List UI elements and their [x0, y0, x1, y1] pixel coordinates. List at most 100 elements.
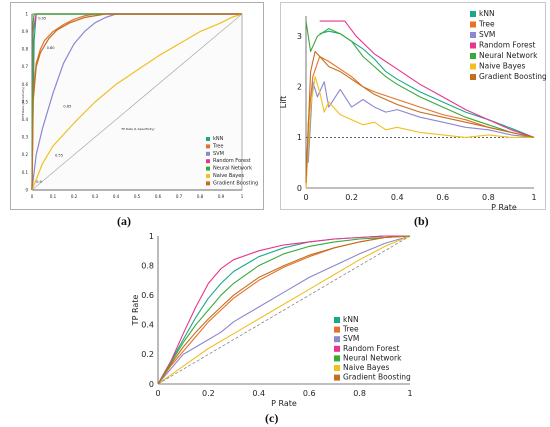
- annotation-label: 0.80: [47, 46, 56, 50]
- x-tick-label: 1: [407, 389, 412, 398]
- legend-label: Naive Bayes: [479, 62, 526, 71]
- x-tick-label: 0.6: [436, 193, 449, 202]
- x-tick-label: 0: [31, 194, 34, 199]
- legend-label: Random Forest: [213, 158, 251, 164]
- x-tick-label: 0.6: [303, 389, 316, 398]
- y-tick-label: 0.5: [22, 99, 29, 104]
- y-tick-label: 0.2: [22, 152, 29, 157]
- x-tick-label: 0.6: [155, 194, 162, 199]
- legend-label: kNN: [479, 9, 495, 18]
- legend-swatch-gradient-boosting: [206, 181, 210, 186]
- series-line-random-forest: [319, 20, 535, 138]
- x-tick-label: 0.4: [252, 389, 265, 398]
- panel-border: [280, 2, 546, 210]
- series-line-gradient-boosting: [157, 235, 411, 385]
- series-line-svm: [157, 235, 411, 385]
- x-tick-label: 1: [241, 194, 244, 199]
- diagonal-line: [157, 235, 411, 385]
- legend-swatch-svm: [470, 32, 476, 38]
- y-tick-label: 0.1: [22, 170, 29, 175]
- legend-label: kNN: [213, 136, 224, 142]
- series-line-tree: [305, 55, 535, 189]
- legend-swatch-neural-network: [470, 53, 476, 59]
- y-tick-label: 0.4: [22, 117, 29, 122]
- legend-label: Neural Network: [213, 166, 252, 172]
- series-line-naive-bayes: [157, 235, 411, 385]
- series-line-neural-network: [157, 235, 411, 385]
- legend-label: SVM: [213, 151, 224, 157]
- legend-swatch-random-forest: [334, 345, 340, 352]
- legend-label: Naive Bayes: [213, 173, 244, 179]
- legend-label: kNN: [343, 315, 359, 324]
- legend-swatch-naive-bayes: [206, 174, 210, 178]
- x-tick-label: 0.2: [71, 194, 78, 199]
- legend-swatch-random-forest: [206, 159, 210, 164]
- y-tick-label: 0: [149, 380, 154, 389]
- x-tick-label: 0.9: [218, 194, 225, 199]
- y-tick-label: 0.7: [22, 64, 29, 69]
- legend-swatch-random-forest: [470, 42, 476, 49]
- legend-swatch-neural-network: [334, 355, 340, 362]
- annotation-label: 0.65: [63, 104, 71, 108]
- y-tick-label: 1: [149, 232, 154, 241]
- y-tick-label: 2: [297, 83, 302, 92]
- y-tick-label: 0: [25, 187, 28, 192]
- legend-swatch-gradient-boosting: [334, 374, 340, 381]
- legend-swatch-neural-network: [206, 166, 210, 171]
- y-tick-label: 0.4: [141, 321, 154, 330]
- x-tick-label: 0.8: [197, 194, 204, 199]
- annotation-label: 0.9: [36, 180, 42, 184]
- legend-label: Gradient Boosting: [343, 373, 411, 382]
- legend-label: Tree: [478, 20, 495, 29]
- panel-b: 0 0.2 0.4 0.6 0.8 1 0 1 2 3 P Rate Lift kNN Tree SVM Ra…: [280, 2, 546, 210]
- chart-c-roc: 0 0.2 0.4 0.6 0.8 1 0 0.2 0.4 0.6 0.8 1 P Rate TP Rat…: [131, 232, 413, 408]
- series-line-naive-bayes: [305, 76, 534, 189]
- y-tick-label: 1: [25, 11, 28, 16]
- legend-label: Neural Network: [479, 51, 538, 60]
- legend-swatch-tree: [206, 144, 210, 149]
- legend-label: Random Forest: [479, 41, 536, 50]
- legend-label: Gradient Boosting: [479, 72, 546, 81]
- x-axis-title: P Rate: [271, 399, 297, 408]
- legend-swatch-tree: [470, 21, 476, 28]
- y-tick-label: 0.8: [22, 47, 29, 52]
- series-line-gradient-boosting: [31, 13, 242, 191]
- x-tick-label: 0: [155, 389, 160, 398]
- legend-swatch-knn: [206, 137, 210, 141]
- x-tick-label: 0.7: [176, 194, 183, 199]
- legend-swatch-svm: [206, 151, 210, 156]
- legend-swatch-gradient-boosting: [470, 74, 476, 80]
- x-tick-label: 0.2: [202, 389, 215, 398]
- y-axis-title: TP Rate: [131, 295, 140, 327]
- chart-a-roc: 0 0.1 0.2 0.3 0.4 0.5 0.6 0.7 0.8 0.9 1 0 0.1 0.2 0.3 0…: [10, 2, 264, 210]
- legend-label: SVM: [343, 334, 359, 343]
- series-line-svm: [307, 81, 535, 163]
- legend-swatch-naive-bayes: [334, 365, 340, 371]
- y-tick-label: 0.6: [141, 291, 154, 300]
- legend-label: Gradient Boosting: [213, 180, 258, 186]
- y-tick-label: 0.8: [141, 261, 154, 270]
- x-tick-label: 0.4: [113, 194, 120, 199]
- legend-swatch-naive-bayes: [470, 63, 476, 70]
- x-axis-title: P Rate: [491, 203, 517, 210]
- legend-label: Naive Bayes: [343, 363, 390, 372]
- panel-c: 0 0.2 0.4 0.6 0.8 1 0 0.2 0.4 0.6 0.8 1 P Rate TP Rat…: [112, 226, 432, 410]
- caption-a: (a): [117, 214, 131, 228]
- x-tick-label: 0.8: [482, 193, 495, 202]
- legend-swatch-knn: [470, 11, 476, 17]
- legend-swatch-tree: [334, 326, 340, 333]
- x-tick-label: 1: [531, 193, 536, 202]
- legend-swatch-knn: [334, 317, 340, 323]
- caption-b: (b): [414, 214, 429, 228]
- x-tick-label: 0.8: [353, 389, 366, 398]
- y-tick-label: 3: [297, 32, 302, 41]
- y-axis-title: Lift: [280, 96, 288, 109]
- x-tick-label: 0.4: [391, 193, 404, 202]
- x-tick-label: 0.2: [345, 193, 358, 202]
- y-tick-label: 0.6: [22, 82, 29, 87]
- legend-label: Tree: [212, 143, 223, 149]
- y-tick-label: 0: [297, 184, 302, 193]
- series-line-neural-network: [305, 21, 535, 138]
- x-tick-label: 0.5: [134, 194, 141, 199]
- y-axis-title: TP Rate (Sensitivity): [21, 87, 25, 118]
